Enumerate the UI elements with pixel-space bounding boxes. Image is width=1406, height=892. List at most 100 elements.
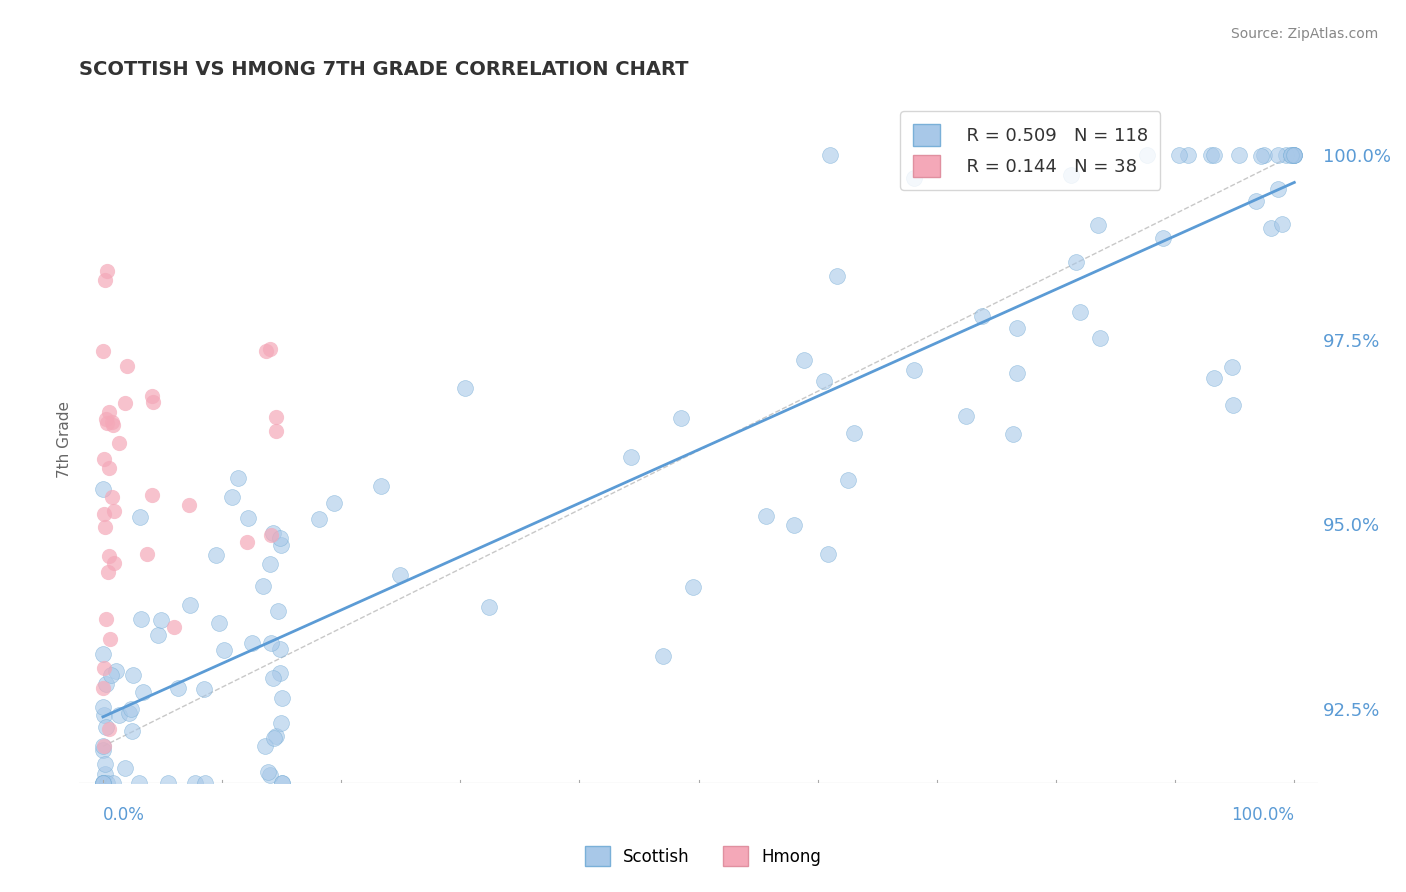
Point xyxy=(1069,305,1091,319)
Point xyxy=(122,668,145,682)
Point xyxy=(793,352,815,367)
Point xyxy=(128,776,150,790)
Point xyxy=(91,776,114,790)
Point xyxy=(266,410,288,425)
Point xyxy=(1244,194,1267,208)
Point xyxy=(972,309,994,323)
Point xyxy=(1260,221,1282,235)
Point xyxy=(93,739,115,754)
Point xyxy=(94,767,117,781)
Point xyxy=(1222,359,1244,374)
Point xyxy=(101,776,124,790)
Point xyxy=(103,556,125,570)
Point xyxy=(1005,367,1028,381)
Point xyxy=(903,363,925,377)
Point xyxy=(256,344,278,359)
Point xyxy=(120,702,142,716)
Point xyxy=(97,405,120,419)
Point xyxy=(91,343,114,358)
Point xyxy=(1227,147,1250,161)
Point xyxy=(755,509,778,524)
Point xyxy=(842,426,865,441)
Point xyxy=(91,776,114,790)
Point xyxy=(208,616,231,631)
Point xyxy=(93,661,115,675)
Point xyxy=(1060,168,1083,182)
Point xyxy=(129,611,152,625)
Point xyxy=(252,579,274,593)
Y-axis label: 7th Grade: 7th Grade xyxy=(58,401,72,478)
Point xyxy=(270,538,292,552)
Point xyxy=(1267,147,1289,161)
Point xyxy=(1087,218,1109,232)
Point xyxy=(103,504,125,518)
Point xyxy=(370,479,392,493)
Point xyxy=(1282,147,1305,161)
Point xyxy=(101,415,124,429)
Text: Source: ZipAtlas.com: Source: ZipAtlas.com xyxy=(1230,27,1378,41)
Point xyxy=(1007,321,1029,335)
Point xyxy=(236,511,259,525)
Point xyxy=(100,491,122,505)
Point xyxy=(264,424,287,438)
Point xyxy=(903,171,925,186)
Point xyxy=(91,743,114,757)
Point xyxy=(1279,147,1302,161)
Point xyxy=(1284,147,1306,161)
Point xyxy=(1136,147,1159,161)
Point xyxy=(270,776,292,790)
Point xyxy=(121,723,143,738)
Point xyxy=(149,613,172,627)
Point xyxy=(1199,147,1222,161)
Point xyxy=(256,765,278,780)
Point xyxy=(142,395,165,409)
Point xyxy=(269,642,291,657)
Point xyxy=(94,273,117,287)
Point xyxy=(1271,218,1294,232)
Point xyxy=(98,722,121,736)
Point xyxy=(96,416,118,430)
Point xyxy=(259,342,281,356)
Point xyxy=(478,600,501,615)
Point xyxy=(1090,331,1112,345)
Point xyxy=(270,715,292,730)
Point xyxy=(308,512,330,526)
Point xyxy=(107,436,129,450)
Point xyxy=(682,580,704,594)
Point xyxy=(817,547,839,561)
Point xyxy=(114,396,136,410)
Point xyxy=(1001,427,1024,442)
Point xyxy=(94,612,117,626)
Point xyxy=(98,461,121,475)
Point xyxy=(226,470,249,484)
Point xyxy=(114,761,136,775)
Point xyxy=(96,411,118,425)
Point xyxy=(1267,182,1289,196)
Point xyxy=(266,730,288,744)
Point xyxy=(194,776,217,790)
Point xyxy=(184,776,207,790)
Point xyxy=(104,664,127,678)
Point xyxy=(141,488,163,502)
Point xyxy=(93,507,115,521)
Point xyxy=(270,776,292,790)
Point xyxy=(131,685,153,699)
Point xyxy=(1253,147,1275,161)
Point xyxy=(262,671,284,685)
Point xyxy=(1274,147,1296,161)
Point xyxy=(454,381,477,395)
Point xyxy=(179,598,201,612)
Point xyxy=(91,699,114,714)
Point xyxy=(166,681,188,695)
Point xyxy=(1177,147,1199,161)
Point xyxy=(389,568,412,582)
Point xyxy=(236,534,259,549)
Point xyxy=(620,450,643,465)
Point xyxy=(262,525,284,540)
Point xyxy=(267,604,290,618)
Point xyxy=(96,776,118,790)
Point xyxy=(813,374,835,388)
Point xyxy=(270,691,292,706)
Point xyxy=(1152,231,1174,245)
Point xyxy=(98,549,121,563)
